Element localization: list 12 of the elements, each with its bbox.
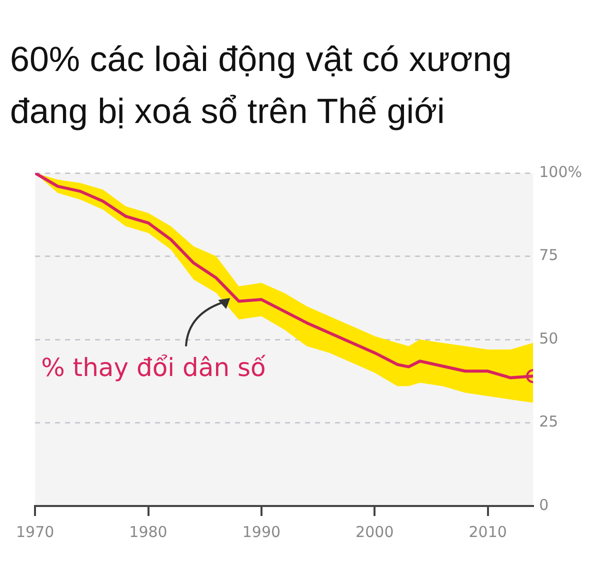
series-label: % thay đổi dân số xyxy=(41,352,266,382)
y-tick-label: 25 xyxy=(539,412,558,431)
x-tick-label: 1970 xyxy=(16,522,54,541)
y-tick-label: 100% xyxy=(539,162,582,181)
x-tick-label: 2010 xyxy=(468,522,507,541)
y-tick-label: 50 xyxy=(539,329,558,348)
y-tick-label: 75 xyxy=(539,246,558,264)
chart-title: 60% các loài động vật có xương đang bị xoá sổ trên Thế giới xyxy=(9,39,513,133)
x-tick-label: 1990 xyxy=(242,522,281,541)
x-tick-label: 1980 xyxy=(129,522,168,541)
x-tick-label: 2000 xyxy=(356,522,394,541)
y-tick-label: 0 xyxy=(539,496,549,514)
